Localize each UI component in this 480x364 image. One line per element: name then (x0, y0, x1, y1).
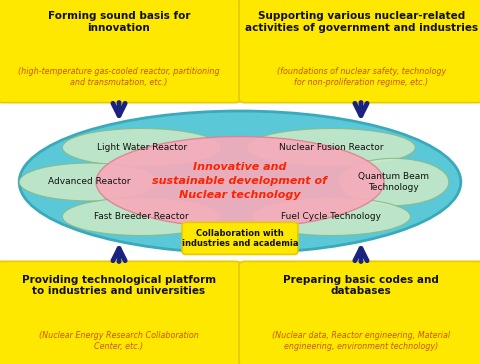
Text: Nuclear Fusion Reactor: Nuclear Fusion Reactor (279, 143, 384, 152)
Text: (Nuclear Energy Research Collaboration
Center, etc.): (Nuclear Energy Research Collaboration C… (39, 331, 199, 351)
Text: Providing technological platform
to industries and universities: Providing technological platform to indu… (22, 275, 216, 296)
Text: Advanced Reactor: Advanced Reactor (48, 178, 130, 186)
Ellipse shape (62, 128, 221, 166)
Ellipse shape (252, 198, 410, 236)
FancyBboxPatch shape (0, 0, 241, 103)
Text: (Nuclear data, Reactor engineering, Material
engineering, environment technology: (Nuclear data, Reactor engineering, Mate… (272, 331, 450, 351)
Text: Fast Breeder Reactor: Fast Breeder Reactor (94, 212, 189, 221)
Text: Fuel Cycle Technology: Fuel Cycle Technology (281, 212, 381, 221)
Text: (foundations of nuclear safety, technology
for non-proliferation regime, etc.): (foundations of nuclear safety, technolo… (276, 67, 446, 87)
Ellipse shape (19, 111, 461, 253)
Ellipse shape (62, 198, 221, 236)
Ellipse shape (247, 128, 415, 166)
Text: Light Water Reactor: Light Water Reactor (96, 143, 187, 152)
Ellipse shape (96, 136, 384, 228)
FancyBboxPatch shape (182, 222, 298, 254)
Text: Preparing basic codes and
databases: Preparing basic codes and databases (283, 275, 439, 296)
Text: Supporting various nuclear-related
activities of government and industries: Supporting various nuclear-related activ… (245, 11, 478, 32)
FancyBboxPatch shape (239, 261, 480, 364)
Ellipse shape (19, 163, 158, 201)
Text: Innovative and
sustainable development of
Nuclear technology: Innovative and sustainable development o… (153, 162, 327, 200)
FancyBboxPatch shape (0, 261, 241, 364)
Text: Forming sound basis for
innovation: Forming sound basis for innovation (48, 11, 190, 32)
Text: (high-temperature gas-cooled reactor, partitioning
and transmutation, etc.): (high-temperature gas-cooled reactor, pa… (18, 67, 220, 87)
Ellipse shape (338, 158, 449, 206)
Text: Collaboration with
industries and academia: Collaboration with industries and academ… (182, 229, 298, 248)
Text: Quantum Beam
Technology: Quantum Beam Technology (358, 172, 429, 192)
FancyBboxPatch shape (239, 0, 480, 103)
